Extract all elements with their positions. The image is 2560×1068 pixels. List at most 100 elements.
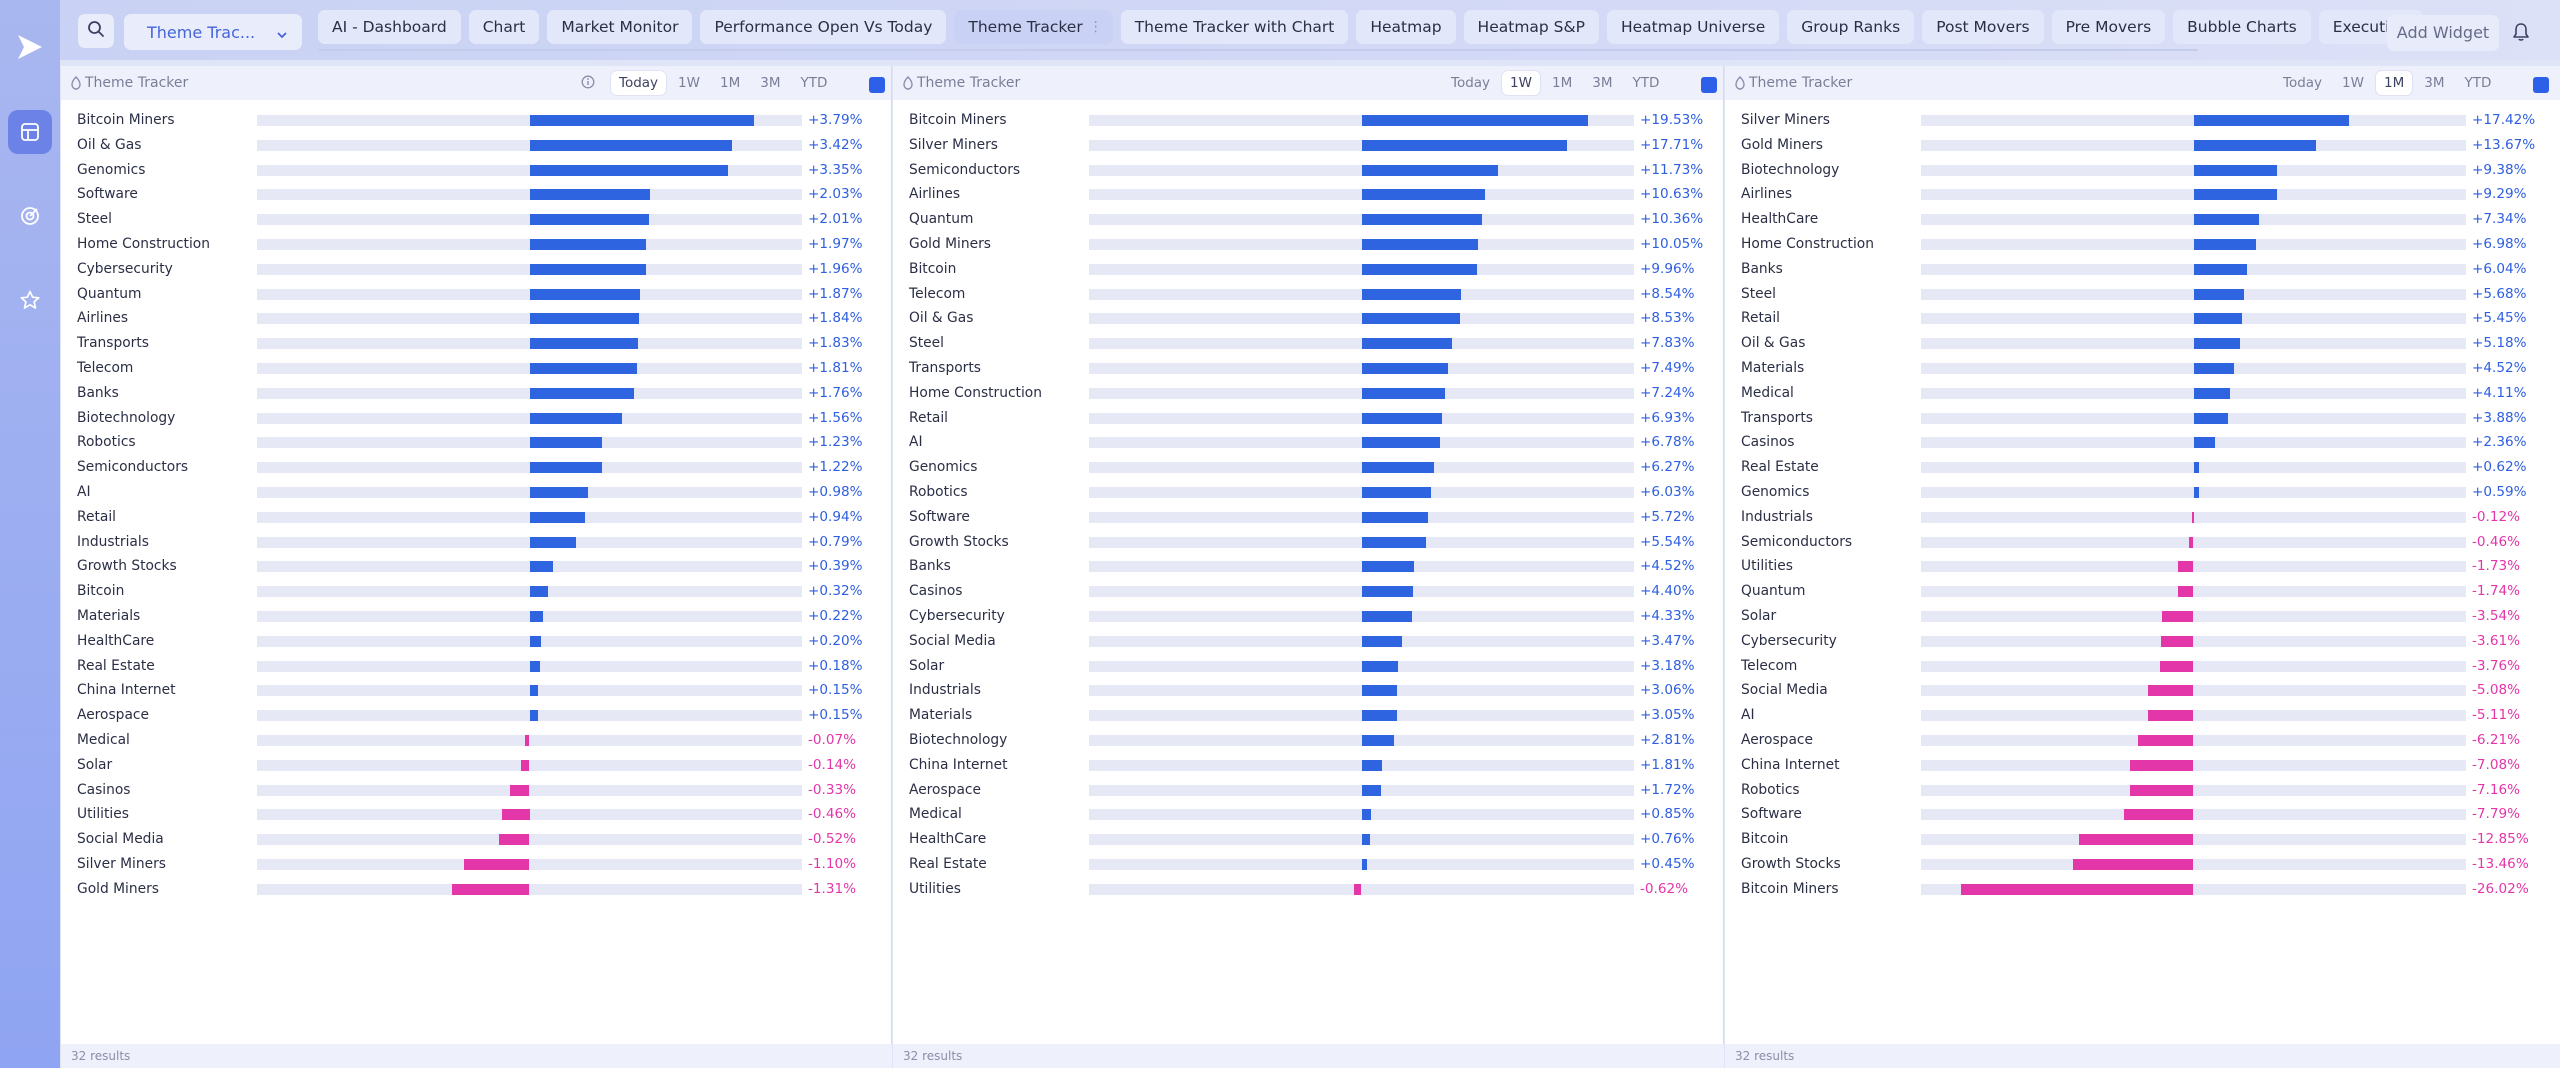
tab-performance-open-vs-today[interactable]: Performance Open Vs Today (700, 10, 947, 44)
watchlist-nav-button[interactable] (8, 278, 52, 322)
theme-row[interactable]: Telecom +1.81% (61, 356, 892, 381)
theme-row[interactable]: Biotechnology +2.81% (893, 728, 1724, 753)
range-3m-button[interactable]: 3M (2424, 75, 2445, 91)
theme-row[interactable]: Quantum +10.36% (893, 207, 1724, 232)
range-1m-button[interactable]: 1M (2375, 71, 2413, 95)
range-ytd-button[interactable]: YTD (2464, 75, 2492, 91)
theme-row[interactable]: Bitcoin Miners +3.79% (61, 108, 892, 133)
range-ytd-button[interactable]: YTD (1632, 75, 1660, 91)
drag-handle-icon[interactable] (70, 76, 82, 94)
theme-row[interactable]: Cybersecurity +4.33% (893, 604, 1724, 629)
theme-row[interactable]: Software +5.72% (893, 505, 1724, 530)
theme-row[interactable]: Bitcoin +9.96% (893, 257, 1724, 282)
range-ytd-button[interactable]: YTD (800, 75, 828, 91)
theme-row[interactable]: Solar -0.14% (61, 753, 892, 778)
theme-row[interactable]: Quantum +1.87% (61, 282, 892, 307)
range-today-button[interactable]: Today (1451, 75, 1491, 91)
theme-row[interactable]: AI +6.78% (893, 430, 1724, 455)
theme-row[interactable]: Transports +7.49% (893, 356, 1724, 381)
theme-row[interactable]: Home Construction +7.24% (893, 381, 1724, 406)
theme-row[interactable]: Gold Miners +13.67% (1725, 133, 2556, 158)
theme-row[interactable]: Robotics +1.23% (61, 430, 892, 455)
dashboard-nav-button[interactable] (8, 110, 52, 154)
scanner-nav-button[interactable] (8, 194, 52, 238)
theme-row[interactable]: Genomics +0.59% (1725, 480, 2556, 505)
theme-row[interactable]: Social Media -0.52% (61, 827, 892, 852)
theme-row[interactable]: Silver Miners +17.71% (893, 133, 1724, 158)
theme-row[interactable]: Transports +3.88% (1725, 406, 2556, 431)
theme-row[interactable]: Semiconductors +1.22% (61, 455, 892, 480)
theme-row[interactable]: Medical +4.11% (1725, 381, 2556, 406)
tab-group-ranks[interactable]: Group Ranks (1787, 10, 1915, 44)
theme-row[interactable]: Industrials +0.79% (61, 530, 892, 555)
theme-row[interactable]: Gold Miners -1.31% (61, 877, 892, 902)
theme-row[interactable]: Cybersecurity -3.61% (1725, 629, 2556, 654)
theme-row[interactable]: Robotics +6.03% (893, 480, 1724, 505)
layout-selector[interactable]: Theme Trac... (124, 14, 302, 50)
theme-row[interactable]: Utilities -1.73% (1725, 554, 2556, 579)
theme-row[interactable]: HealthCare +0.20% (61, 629, 892, 654)
tab-pre-movers[interactable]: Pre Movers (2051, 10, 2166, 44)
theme-row[interactable]: Aerospace +0.15% (61, 703, 892, 728)
theme-row[interactable]: Biotechnology +9.38% (1725, 158, 2556, 183)
range-1w-button[interactable]: 1W (1502, 71, 1540, 95)
tab-bubble-charts[interactable]: Bubble Charts (2173, 10, 2311, 44)
tab-theme-tracker[interactable]: Theme Tracker ⋮ (954, 10, 1113, 44)
theme-row[interactable]: Software +2.03% (61, 182, 892, 207)
theme-row[interactable]: Silver Miners -1.10% (61, 852, 892, 877)
theme-row[interactable]: Retail +6.93% (893, 406, 1724, 431)
theme-row[interactable]: Industrials +3.06% (893, 678, 1724, 703)
range-3m-button[interactable]: 3M (1592, 75, 1613, 91)
theme-row[interactable]: Semiconductors -0.46% (1725, 530, 2556, 555)
theme-row[interactable]: Utilities -0.46% (61, 802, 892, 827)
range-1m-button[interactable]: 1M (719, 75, 741, 91)
tab-heatmap[interactable]: Heatmap (1356, 10, 1456, 44)
tabs-scrollbar[interactable] (318, 49, 2198, 51)
theme-row[interactable]: Medical +0.85% (893, 802, 1724, 827)
theme-row[interactable]: Real Estate +0.45% (893, 852, 1724, 877)
range-3m-button[interactable]: 3M (760, 75, 781, 91)
theme-row[interactable]: Banks +1.76% (61, 381, 892, 406)
theme-row[interactable]: Retail +5.45% (1725, 306, 2556, 331)
theme-row[interactable]: Gold Miners +10.05% (893, 232, 1724, 257)
theme-row[interactable]: AI +0.98% (61, 480, 892, 505)
app-logo-icon[interactable] (15, 32, 45, 62)
theme-row[interactable]: Casinos +4.40% (893, 579, 1724, 604)
theme-row[interactable]: Robotics -7.16% (1725, 778, 2556, 803)
theme-row[interactable]: Steel +5.68% (1725, 282, 2556, 307)
tab-market-monitor[interactable]: Market Monitor (547, 10, 693, 44)
theme-row[interactable]: Medical -0.07% (61, 728, 892, 753)
theme-row[interactable]: Social Media -5.08% (1725, 678, 2556, 703)
theme-row[interactable]: Casinos -0.33% (61, 778, 892, 803)
range-1w-button[interactable]: 1W (678, 75, 700, 91)
theme-row[interactable]: Home Construction +6.98% (1725, 232, 2556, 257)
tab-chart[interactable]: Chart (468, 10, 540, 44)
search-button[interactable] (78, 14, 114, 48)
theme-row[interactable]: Growth Stocks -13.46% (1725, 852, 2556, 877)
theme-row[interactable]: Cybersecurity +1.96% (61, 257, 892, 282)
theme-row[interactable]: Bitcoin Miners -26.02% (1725, 877, 2556, 902)
theme-row[interactable]: Semiconductors +11.73% (893, 158, 1724, 183)
theme-row[interactable]: China Internet +1.81% (893, 753, 1724, 778)
theme-row[interactable]: Biotechnology +1.56% (61, 406, 892, 431)
theme-row[interactable]: HealthCare +7.34% (1725, 207, 2556, 232)
theme-row[interactable]: Materials +4.52% (1725, 356, 2556, 381)
theme-row[interactable]: Oil & Gas +3.42% (61, 133, 892, 158)
theme-row[interactable]: Telecom +8.54% (893, 282, 1724, 307)
theme-row[interactable]: Bitcoin Miners +19.53% (893, 108, 1724, 133)
range-1w-button[interactable]: 1W (2342, 75, 2364, 91)
kebab-menu-icon[interactable]: ⋮ (1088, 19, 1103, 35)
theme-row[interactable]: Utilities -0.62% (893, 877, 1724, 902)
theme-row[interactable]: Banks +4.52% (893, 554, 1724, 579)
theme-row[interactable]: Home Construction +1.97% (61, 232, 892, 257)
theme-row[interactable]: Bitcoin +0.32% (61, 579, 892, 604)
theme-row[interactable]: China Internet -7.08% (1725, 753, 2556, 778)
theme-row[interactable]: Airlines +9.29% (1725, 182, 2556, 207)
color-link-swatch[interactable] (2533, 77, 2549, 93)
tab-heatmap-sp[interactable]: Heatmap S&P (1463, 10, 1599, 44)
info-icon[interactable] (581, 75, 595, 93)
drag-handle-icon[interactable] (1734, 76, 1746, 94)
theme-row[interactable]: Silver Miners +17.42% (1725, 108, 2556, 133)
theme-row[interactable]: Airlines +10.63% (893, 182, 1724, 207)
tab-ai-dashboard[interactable]: AI - Dashboard (318, 10, 461, 44)
